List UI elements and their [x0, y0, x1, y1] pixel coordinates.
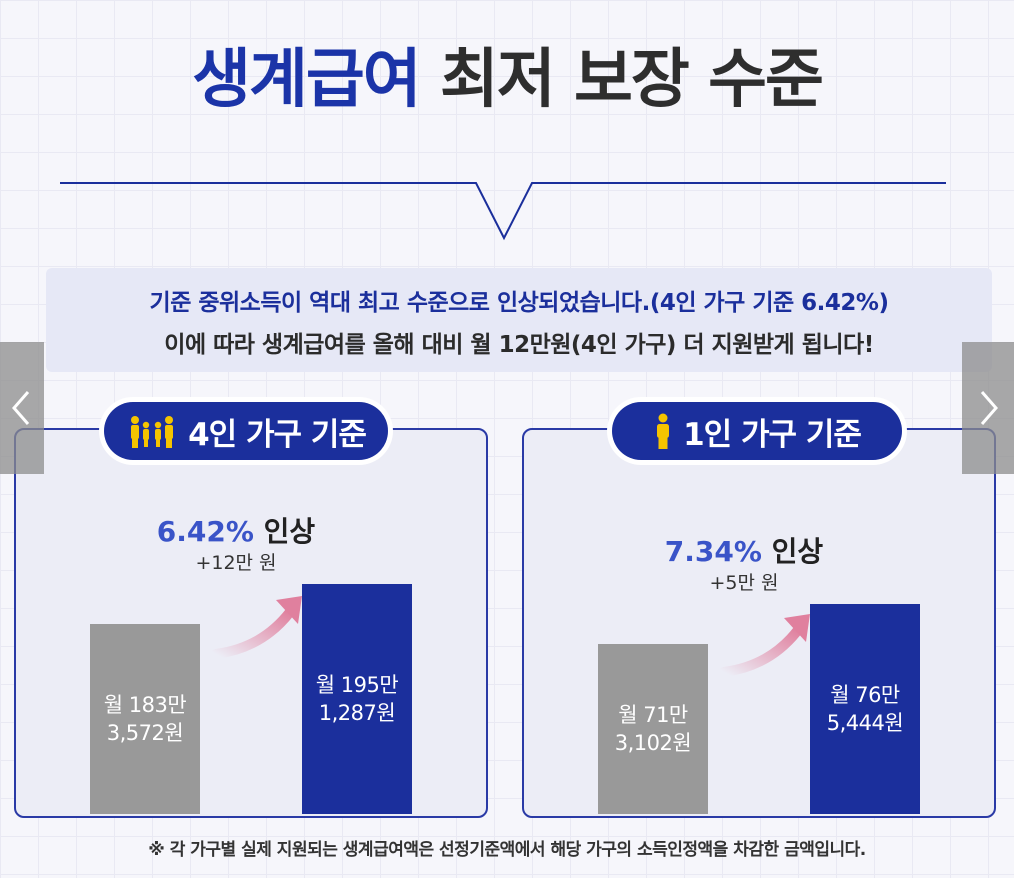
- bar-after-line2: 1,287원: [318, 701, 396, 725]
- badge-1-person: 1인 가구 기준: [612, 402, 902, 460]
- panel-1-person: 1인 가구 기준 7.34% 인상 +5만 원 월 71만 3,102원 월 7…: [522, 402, 996, 818]
- increase-percent-value: 7.34%: [664, 535, 762, 568]
- increase-arrow: [720, 614, 810, 677]
- badge-label: 4인 가구 기준: [188, 416, 367, 453]
- banner-line-1: 기준 중위소득이 역대 최고 수준으로 인상되었습니다.(4인 가구 기준 6.…: [149, 290, 889, 316]
- title-highlight: 생계급여: [192, 43, 422, 117]
- bar-before-line1: 월 183만: [103, 693, 187, 717]
- bar-after-line1: 월 76만: [830, 683, 900, 707]
- badge-4-person: 4인 가구 기준: [104, 402, 388, 460]
- panel-4-person: 4인 가구 기준 6.42% 인상 +12만 원 월 183만 3,572원 월…: [14, 402, 488, 818]
- prev-slide-button[interactable]: [0, 342, 44, 474]
- bar-before: 월 183만 3,572원: [90, 624, 200, 814]
- bar-before-line2: 3,572원: [106, 721, 184, 745]
- increase-amount: +12만 원: [195, 552, 277, 574]
- increase-amount: +5만 원: [709, 572, 779, 594]
- family-icon: [131, 416, 174, 448]
- banner-line-2: 이에 따라 생계급여를 올해 대비 월 12만원(4인 가구) 더 지원받게 됩…: [164, 332, 874, 358]
- bar-before-line1: 월 71만: [618, 703, 688, 727]
- chevron-right-icon: [980, 391, 998, 425]
- bar-before-line2: 3,102원: [614, 731, 692, 755]
- bar-after: 월 76만 5,444원: [810, 604, 920, 814]
- page-title: 생계급여 최저 보장 수준: [0, 28, 1014, 120]
- increase-percent-value: 6.42%: [156, 515, 254, 548]
- next-slide-button[interactable]: [962, 342, 1014, 474]
- bar-after-line2: 5,444원: [826, 711, 904, 735]
- title-rest: 최저 보장 수준: [419, 43, 824, 117]
- increase-arrow: [212, 596, 302, 659]
- bar-before: 월 71만 3,102원: [598, 644, 708, 814]
- divider-chevron: [60, 182, 946, 241]
- info-banner: 기준 중위소득이 역대 최고 수준으로 인상되었습니다.(4인 가구 기준 6.…: [46, 268, 992, 372]
- footnote: ※ 각 가구별 실제 지원되는 생계급여액은 선정기준액에서 해당 가구의 소득…: [148, 840, 866, 860]
- increase-percent-label: 인상: [253, 515, 316, 548]
- bar-after-line1: 월 195만: [315, 673, 399, 697]
- increase-percent-label: 인상: [761, 535, 824, 568]
- person-icon: [657, 413, 670, 449]
- increase-percent: 6.42% 인상: [116, 510, 356, 550]
- chevron-left-icon: [12, 391, 30, 425]
- increase-percent: 7.34% 인상: [624, 530, 864, 570]
- badge-label: 1인 가구 기준: [683, 416, 862, 453]
- bar-after: 월 195만 1,287원: [302, 584, 412, 814]
